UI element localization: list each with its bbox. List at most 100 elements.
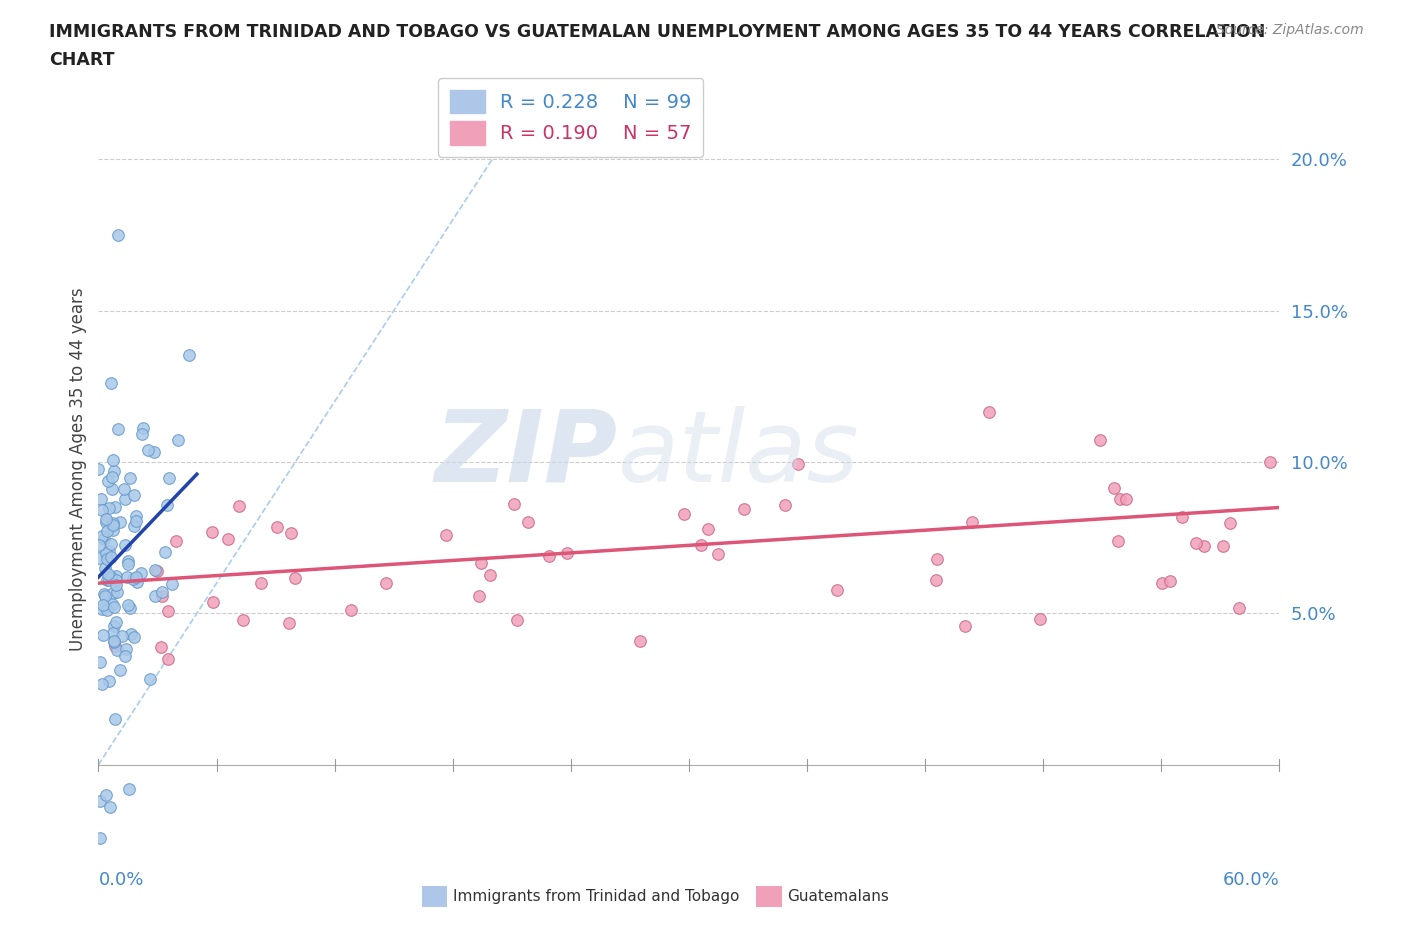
Point	[107, 228, 129, 243]
Point	[707, 547, 730, 562]
Text: Immigrants from Trinidad and Tobago: Immigrants from Trinidad and Tobago	[453, 889, 740, 904]
Point	[160, 577, 183, 591]
Legend: R = 0.228    N = 99, R = 0.190    N = 57: R = 0.228 N = 99, R = 0.190 N = 57	[439, 78, 703, 156]
Point	[153, 545, 176, 560]
Point	[101, 482, 124, 497]
Point	[100, 537, 122, 551]
Point	[98, 673, 121, 688]
Point	[467, 588, 489, 603]
Point	[1029, 612, 1052, 627]
Point	[97, 573, 120, 588]
Point	[280, 525, 302, 540]
Point	[202, 595, 225, 610]
Point	[1219, 515, 1241, 530]
Point	[101, 517, 124, 532]
Point	[96, 524, 118, 538]
Point	[104, 499, 127, 514]
Point	[960, 515, 983, 530]
Point	[555, 545, 578, 560]
Point	[120, 600, 142, 615]
Point	[228, 498, 250, 513]
Point	[117, 557, 139, 572]
Point	[117, 597, 139, 612]
Point	[131, 426, 153, 441]
Point	[165, 534, 187, 549]
Point	[94, 546, 117, 561]
Point	[97, 566, 120, 581]
Point	[94, 788, 117, 803]
Point	[101, 626, 124, 641]
Y-axis label: Unemployment Among Ages 35 to 44 years: Unemployment Among Ages 35 to 44 years	[69, 288, 87, 651]
Point	[89, 538, 111, 552]
Point	[90, 529, 112, 544]
Point	[1185, 536, 1208, 551]
Point	[1150, 576, 1173, 591]
Point	[953, 618, 976, 633]
Point	[266, 519, 288, 534]
Point	[105, 584, 128, 599]
Point	[87, 461, 110, 476]
Point	[93, 587, 115, 602]
Point	[122, 519, 145, 534]
Point	[374, 576, 396, 591]
Point	[775, 498, 797, 512]
Text: Source: ZipAtlas.com: Source: ZipAtlas.com	[1216, 23, 1364, 37]
Point	[98, 501, 121, 516]
Point	[117, 554, 139, 569]
Point	[103, 463, 125, 478]
Point	[506, 612, 529, 627]
Point	[120, 472, 142, 486]
Point	[1227, 601, 1250, 616]
Point	[90, 492, 112, 507]
Text: IMMIGRANTS FROM TRINIDAD AND TOBAGO VS GUATEMALAN UNEMPLOYMENT AMONG AGES 35 TO : IMMIGRANTS FROM TRINIDAD AND TOBAGO VS G…	[49, 23, 1265, 41]
Point	[1115, 491, 1137, 506]
Point	[787, 457, 810, 472]
Point	[96, 551, 118, 566]
Point	[690, 538, 713, 552]
Point	[111, 629, 134, 644]
Text: Guatemalans: Guatemalans	[787, 889, 889, 904]
Point	[118, 782, 141, 797]
Point	[825, 582, 848, 597]
Point	[89, 655, 111, 670]
Point	[108, 662, 131, 677]
Point	[103, 633, 125, 648]
Point	[1170, 510, 1192, 525]
Point	[94, 588, 117, 603]
Point	[91, 627, 114, 642]
Point	[150, 640, 173, 655]
Text: 60.0%: 60.0%	[1223, 870, 1279, 889]
Point	[925, 572, 948, 587]
Point	[103, 618, 125, 633]
Point	[87, 551, 110, 565]
Point	[122, 630, 145, 644]
Point	[927, 551, 949, 566]
Point	[90, 602, 112, 617]
Point	[150, 589, 173, 604]
Point	[125, 509, 148, 524]
Point	[1109, 492, 1132, 507]
Text: CHART: CHART	[49, 51, 115, 69]
Point	[977, 405, 1000, 419]
Point	[94, 512, 117, 526]
Point	[250, 576, 273, 591]
Point	[96, 515, 118, 530]
Point	[100, 569, 122, 584]
Point	[156, 651, 179, 666]
Point	[104, 573, 127, 588]
Point	[114, 492, 136, 507]
Point	[108, 515, 131, 530]
Point	[114, 648, 136, 663]
Text: ZIP: ZIP	[434, 405, 619, 503]
Point	[100, 597, 122, 612]
Point	[1107, 534, 1129, 549]
Point	[1104, 481, 1126, 496]
Point	[278, 616, 301, 631]
Point	[104, 639, 127, 654]
Point	[90, 503, 112, 518]
Point	[107, 421, 129, 436]
Point	[166, 432, 188, 447]
Point	[284, 571, 307, 586]
Point	[114, 642, 136, 657]
Point	[231, 613, 253, 628]
